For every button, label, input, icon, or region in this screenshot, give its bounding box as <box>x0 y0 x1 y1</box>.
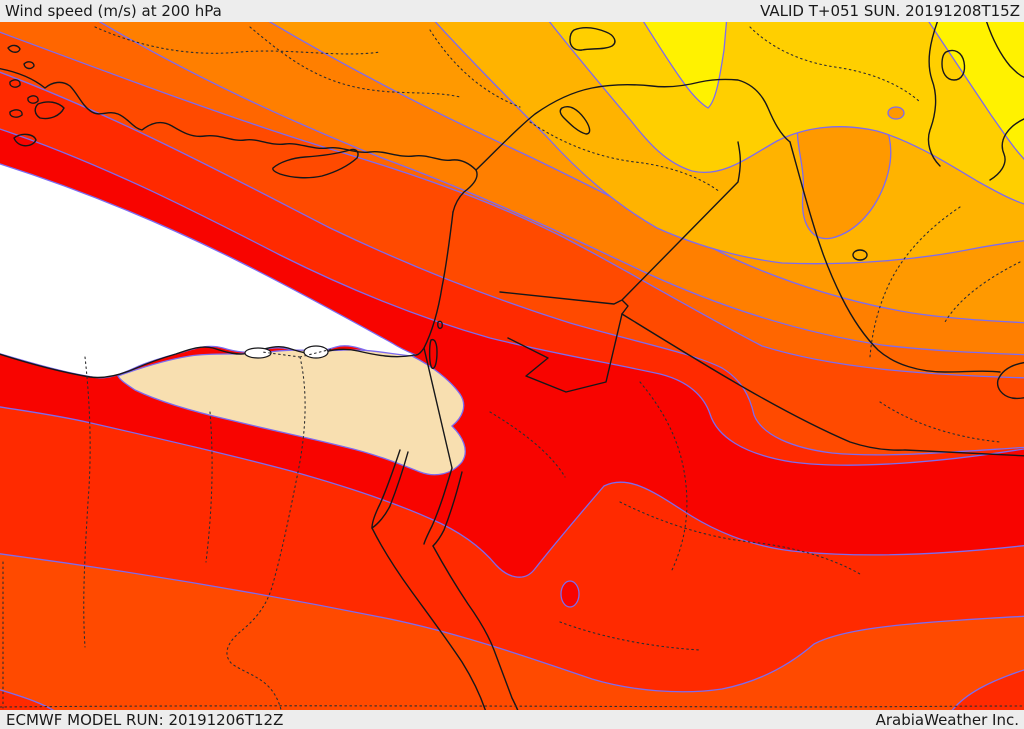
band-red-closed-low <box>560 580 580 608</box>
admin-line <box>529 121 721 193</box>
admin-line <box>639 381 688 571</box>
egypt-coastline <box>0 345 415 379</box>
model-run-label: ECMWF MODEL RUN: 20191206T12Z <box>6 710 284 729</box>
footer-bar: ECMWF MODEL RUN: 20191206T12Z ArabiaWeat… <box>0 710 1024 729</box>
admin-line <box>869 206 961 358</box>
credit-label: ArabiaWeather Inc. <box>875 710 1019 729</box>
nile-river <box>226 348 333 710</box>
admin-boundaries-group <box>0 26 1024 710</box>
map-title: Wind speed (m/s) at 200 hPa <box>5 2 222 20</box>
band-orange3-speck <box>887 106 905 120</box>
admin-line-egypt-west <box>83 356 91 648</box>
jordan-saudi-zigzag-border <box>507 313 623 393</box>
delta-lagoon-west <box>244 347 272 359</box>
band-corner-bottom-right <box>951 669 1024 710</box>
caspian-sea-corner <box>985 22 1024 78</box>
lake-assad <box>559 106 591 135</box>
band-yellow-wedge <box>642 22 728 109</box>
admin-line <box>559 621 701 651</box>
admin-line <box>944 261 1021 323</box>
levant-coastline <box>413 211 454 356</box>
turkey-iran-border <box>927 22 941 167</box>
contour-map-canvas <box>0 22 1024 710</box>
header-bar: Wind speed (m/s) at 200 hPa VALID T+051 … <box>0 0 1024 22</box>
gulf-of-suez-coast <box>371 449 409 529</box>
band-yellow-corner <box>928 22 1024 160</box>
aegean-islands <box>7 44 65 147</box>
valid-time-label: VALID T+051 SUN. 20191208T15Z <box>760 2 1020 20</box>
band-gold <box>548 22 1024 205</box>
band-vermilion-south <box>0 553 1024 710</box>
dead-sea <box>428 320 443 369</box>
admin-line-saudi <box>619 501 861 575</box>
admin-line <box>879 401 1001 443</box>
cyprus-island <box>272 148 359 179</box>
anatolia-coastline <box>0 68 478 213</box>
admin-line <box>205 411 213 563</box>
admin-line <box>429 29 521 108</box>
admin-line <box>749 26 921 103</box>
jordan-syria-borders <box>499 141 741 315</box>
delta-lagoon-east <box>303 345 329 359</box>
lake-urmia <box>941 49 966 81</box>
iran-iraq-border <box>789 141 1001 373</box>
lake-van <box>569 27 616 51</box>
country-borders-group <box>423 22 1024 469</box>
band-corner-bottom-left <box>0 689 55 710</box>
red-sea-coastlines <box>371 527 519 710</box>
turkey-syria-iraq-border <box>475 78 791 171</box>
coastlines-group <box>0 22 1024 710</box>
admin-line <box>489 411 566 478</box>
persian-gulf-tip <box>996 361 1024 400</box>
caucasus-border <box>989 118 1024 181</box>
egypt-israel-border <box>423 347 453 469</box>
admin-line-sudan-border <box>0 705 1024 708</box>
iraq-saudi-border <box>621 313 1024 457</box>
lake-tharthar <box>852 249 868 261</box>
band-red-jet-streak <box>0 128 1024 578</box>
gulf-of-aqaba-coast <box>423 467 463 547</box>
wind-speed-map <box>0 22 1024 710</box>
